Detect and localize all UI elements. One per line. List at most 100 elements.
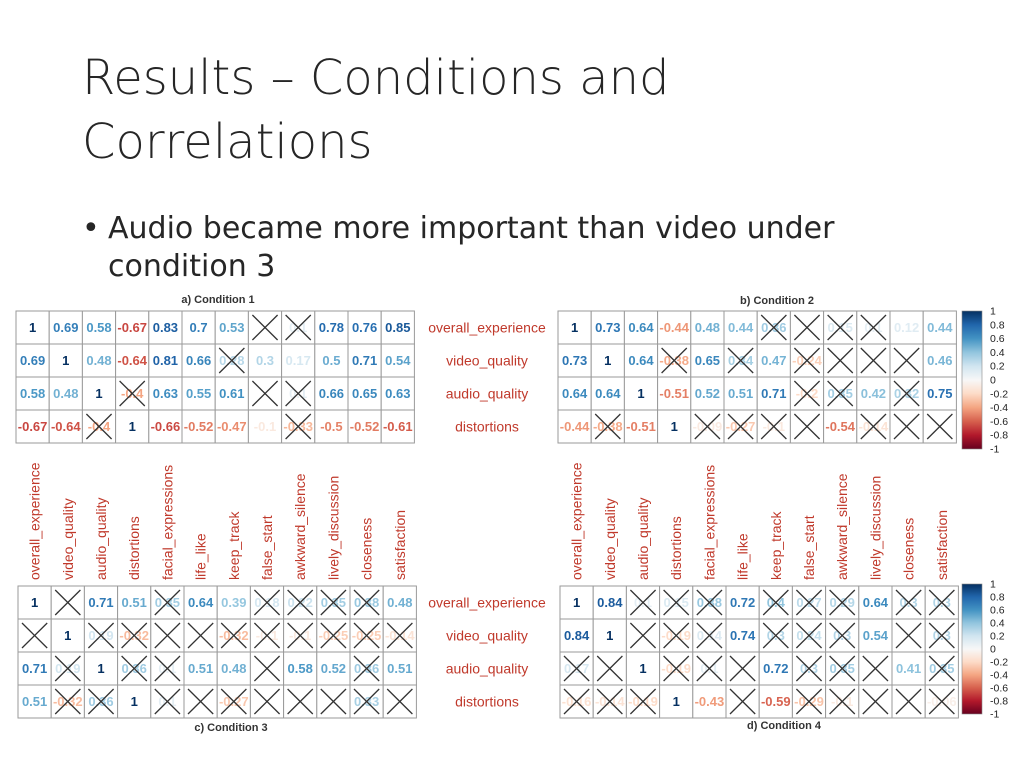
cell-value: 0.17 (286, 353, 311, 368)
heatmap-cell: 0.5 (315, 344, 348, 377)
column-label: keep_track (226, 511, 242, 580)
heatmap-cell (248, 311, 281, 344)
cell-value: 0.46 (927, 353, 952, 368)
heatmap-cell: 0.15 (824, 311, 857, 344)
heatmap-cell: -0.1 (757, 410, 790, 443)
colorbar (962, 311, 982, 449)
heatmap-cell: 0.66 (315, 377, 348, 410)
heatmap-cell: -0.25 (317, 619, 350, 652)
cell-value: -0.51 (626, 419, 656, 434)
heatmap-cell: 0.71 (18, 652, 51, 685)
column-label: audio_quality (635, 497, 651, 580)
cell-value: -0.1 (254, 419, 276, 434)
cell-value: 0.71 (88, 595, 113, 610)
heatmap-cell: 0.1 (693, 652, 726, 685)
heatmap-cell: -0.38 (658, 344, 691, 377)
colorbar-tick-label: 1 (990, 579, 996, 591)
heatmap-cell: -0.1 (284, 619, 317, 652)
heatmap-cell (859, 685, 892, 718)
cell-value: 0.73 (562, 353, 587, 368)
cell-value: 0.78 (319, 320, 344, 335)
heatmap-cell: -0.4 (82, 410, 115, 443)
cell-value: 1 (571, 320, 578, 335)
heatmap-cell: -0.06 (925, 685, 958, 718)
cell-value: 0.52 (321, 661, 346, 676)
row-label: audio_quality (446, 386, 529, 402)
heatmap-cell: -0.66 (149, 410, 182, 443)
heatmap-cell: 0.41 (892, 652, 925, 685)
panel-title: c) Condition 3 (194, 722, 267, 734)
cell-value: 1 (637, 386, 644, 401)
heatmap-cell: 0.84 (593, 586, 626, 619)
colorbar-tick-label: -0.8 (990, 696, 1008, 708)
cell-value: 0.51 (728, 386, 753, 401)
colorbar-legend: 10.8 0.6 0.4 0.2 0-0.2 -0.4 -0.6 -0.8 -1 (962, 579, 1008, 721)
colorbar-tick-label: -0.8 (990, 430, 1008, 442)
heatmap-cell: 0.75 (923, 377, 956, 410)
heatmap-cell (824, 344, 857, 377)
heatmap-cell: 0.51 (383, 652, 416, 685)
column-label: closeness (901, 518, 917, 580)
cell-value: -0.67 (117, 320, 147, 335)
cell-value: 0.5 (322, 353, 340, 368)
cell-value: 0.44 (728, 320, 754, 335)
heatmap-cell: 0.71 (84, 586, 117, 619)
column-label: overall_experience (27, 462, 43, 580)
cell-value: 0.64 (628, 320, 654, 335)
heatmap-cell: 0.72 (759, 652, 792, 685)
heatmap-cell: 1 (84, 652, 117, 685)
heatmap-cell: -0.54 (824, 410, 857, 443)
cell-value: 1 (671, 419, 678, 434)
heatmap-cell: 1 (82, 377, 115, 410)
cell-value: 1 (129, 419, 136, 434)
cell-value: 1 (131, 694, 138, 709)
colorbar-tick-label: 0.2 (990, 361, 1005, 373)
cell-value: 0.85 (385, 320, 410, 335)
cell-value: 0.64 (863, 595, 889, 610)
heatmap-cell: 0.85 (381, 311, 414, 344)
heatmap-cell: 0.35 (317, 586, 350, 619)
cell-value: -0.44 (659, 320, 689, 335)
heatmap-cell: 0.66 (182, 344, 215, 377)
cell-value: 0.54 (863, 628, 889, 643)
heatmap-cell: 0.39 (217, 586, 250, 619)
column-label: lively_discussion (867, 476, 883, 580)
cell-value: -0.52 (184, 419, 214, 434)
cell-value: 0.44 (927, 320, 953, 335)
cell-value: 1 (62, 353, 69, 368)
cell-value: 0.42 (861, 386, 886, 401)
heatmap-cell: 1 (49, 344, 82, 377)
heatmap-cell: 1 (116, 410, 149, 443)
heatmap-cell: 0.1 (282, 377, 315, 410)
cell-value: -0.64 (117, 353, 147, 368)
row-label: audio_quality (446, 661, 529, 677)
heatmap-cell (250, 685, 283, 718)
heatmap-cell (892, 685, 925, 718)
cell-value: 0.66 (186, 353, 211, 368)
slide-title-line-2: Correlations (82, 110, 942, 174)
heatmap-cell: 0.1 (151, 685, 184, 718)
cell-value: -0.51 (659, 386, 689, 401)
cell-value: 0.64 (628, 353, 654, 368)
column-label: life_like (735, 533, 751, 580)
cell-value: 0.58 (86, 320, 111, 335)
cell-value: 0.64 (595, 386, 621, 401)
heatmap-cell: 0.3 (925, 586, 958, 619)
heatmap-cell: 0.69 (16, 344, 49, 377)
heatmap-cell (317, 685, 350, 718)
heatmap-cell: 0.3 (892, 586, 925, 619)
cell-value: 0.84 (564, 628, 590, 643)
bullet-dot-icon: • (82, 210, 100, 248)
colorbar-tick-label: 0.4 (990, 618, 1005, 630)
colorbar-tick-label: -0.2 (990, 657, 1008, 669)
colorbar-tick-label: -0.6 (990, 683, 1008, 695)
heatmap-cell: -0.52 (348, 410, 381, 443)
heatmap-cell: 0.64 (591, 377, 624, 410)
column-label: distortions (126, 516, 142, 580)
heatmap-cell: -0.4 (116, 377, 149, 410)
heatmap-cell: -0.27 (217, 685, 250, 718)
heatmap-cell: 0.38 (693, 586, 726, 619)
heatmap-cell: 0.51 (184, 652, 217, 685)
heatmap-cell: -0.24 (790, 344, 823, 377)
heatmap-cell: 0.35 (826, 652, 859, 685)
